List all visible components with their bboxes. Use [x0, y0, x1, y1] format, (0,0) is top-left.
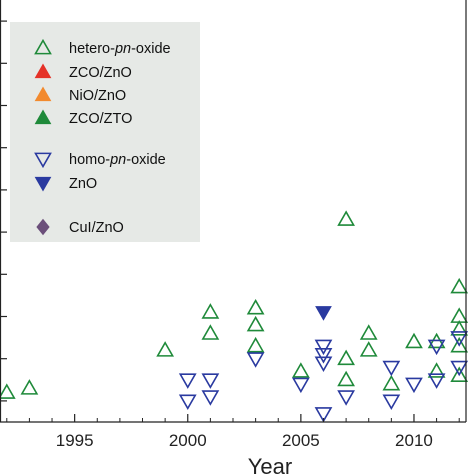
data-point-s0-16 [427, 362, 446, 378]
legend-marker-4 [34, 152, 52, 169]
data-point-s1-5 [291, 377, 310, 394]
data-point-s0-3 [201, 324, 220, 340]
data-point-s1-15 [427, 373, 446, 389]
data-point-s1-1 [178, 394, 197, 411]
legend: hetero-pn-oxideZCO/ZnONiO/ZnOZCO/ZTOhomo… [34, 38, 171, 236]
legend-label-part: hetero- [69, 41, 115, 57]
data-point-s0-11 [337, 349, 355, 366]
legend-label-part: -oxide [131, 41, 171, 57]
legend-label-part: CuI/ZnO [69, 220, 124, 236]
x-tick-label-0: 1995 [56, 431, 94, 450]
x-tick-label-3: 2010 [395, 431, 433, 450]
legend-label-part: pn [114, 41, 131, 57]
x-tick-label-2: 2005 [282, 431, 320, 450]
legend-label-part: pn [109, 152, 126, 168]
legend-label-part: ZnO [69, 176, 97, 192]
data-point-s0-22 [450, 277, 469, 294]
legend-marker-3 [34, 109, 52, 125]
legend-label-1: ZCO/ZnO [69, 65, 132, 81]
legend-background [10, 22, 200, 242]
data-point-s0-21 [450, 366, 469, 383]
data-point-s0-7 [246, 298, 265, 315]
legend-label-part: ZCO/ZTO [69, 111, 132, 127]
data-point-s1-11 [382, 360, 401, 377]
plot-markers [0, 210, 469, 423]
legend-marker-2 [34, 86, 52, 102]
data-point-s0-0 [0, 383, 16, 399]
data-point-s0-8 [291, 362, 310, 378]
data-point-s1-7 [314, 356, 333, 373]
data-point-s1-3 [201, 390, 220, 406]
data-point-s0-5 [246, 336, 265, 353]
legend-marker-6 [36, 218, 50, 236]
data-point-s0-18 [450, 320, 469, 336]
legend-label-4: homo-pn-oxide [69, 152, 166, 168]
data-point-s0-19 [450, 307, 469, 323]
legend-label-2: NiO/ZnO [69, 88, 126, 104]
data-point-s1-12 [382, 394, 401, 411]
data-point-s0-2 [156, 341, 175, 357]
data-point-s0-10 [337, 370, 355, 387]
axes: 1995 2000 2005 2010 [0, 0, 467, 450]
legend-label-part: -oxide [126, 152, 166, 168]
data-point-s0-4 [201, 303, 220, 319]
x-tick-label-1: 2000 [169, 431, 207, 450]
data-point-s0-20 [450, 336, 469, 353]
legend-marker-5 [34, 176, 52, 192]
data-point-s1-6 [314, 348, 333, 364]
data-point-s0-15 [405, 332, 423, 349]
x-axis-title: Year [248, 454, 292, 474]
legend-label-part: ZCO/ZnO [69, 65, 132, 81]
legend-label-0: hetero-pn-oxide [69, 41, 171, 57]
data-point-s1-4 [246, 352, 265, 368]
data-point-s0-13 [359, 324, 378, 340]
data-point-s1-9 [314, 407, 333, 423]
data-point-s1-16 [450, 360, 469, 377]
data-point-s1-13 [405, 377, 423, 394]
data-point-s0-14 [382, 374, 401, 391]
legend-label-6: CuI/ZnO [69, 220, 124, 236]
data-point-s0-12 [359, 341, 378, 357]
data-point-s1-14 [427, 339, 446, 356]
legend-label-part: homo- [69, 152, 110, 168]
legend-label-part: NiO/ZnO [69, 88, 126, 104]
data-point-s1-10 [337, 390, 355, 406]
data-point-s0-1 [20, 379, 39, 395]
legend-marker-1 [34, 63, 52, 79]
legend-label-3: ZCO/ZTO [69, 111, 132, 127]
data-point-s1-17 [450, 331, 469, 347]
data-point-s2-0 [315, 306, 332, 321]
data-point-s0-6 [246, 315, 265, 332]
data-point-s1-8 [314, 339, 333, 356]
data-point-s0-9 [337, 210, 355, 226]
data-point-s1-0 [178, 373, 197, 389]
data-point-s1-2 [201, 373, 220, 389]
legend-label-5: ZnO [69, 176, 97, 192]
legend-marker-0 [34, 38, 52, 55]
